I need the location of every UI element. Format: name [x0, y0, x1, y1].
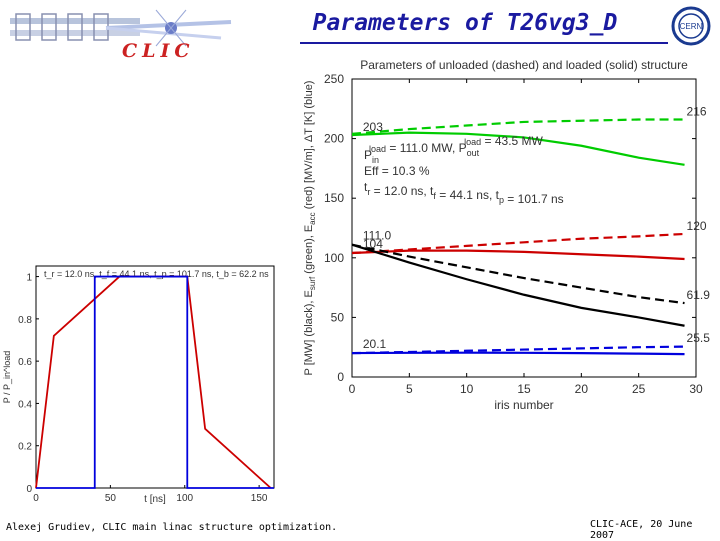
series-line: [351, 249, 685, 261]
info-line: Pinload = 111.0 MW, Poutload = 43.5 MW: [364, 134, 544, 165]
inset-x-tick-label: 0: [33, 493, 39, 504]
ylabel-mid: (green), E: [303, 225, 315, 277]
ylabel-eacc-sub: acc: [308, 212, 317, 224]
footer-author: Alexej Grudiev, CLIC main linac structur…: [6, 522, 338, 533]
series-line: [351, 118, 685, 135]
clic-logo: [6, 8, 236, 68]
info-line: tr = 12.0 ns, tf = 44.1 ns, tp = 101.7 n…: [364, 180, 564, 206]
main-plot-area: [351, 78, 697, 378]
inset-y-tick-label: 0.2: [18, 442, 32, 453]
inset-y-tick-label: 0: [26, 484, 32, 495]
data-annotation: 61.9: [687, 288, 710, 302]
y-tick-label: 250: [324, 72, 344, 86]
inset-x-tick-label: 150: [251, 493, 268, 504]
x-tick-label: 5: [406, 382, 413, 396]
main-x-axis-label: iris number: [494, 398, 553, 412]
data-annotation: 203: [363, 120, 383, 134]
series-line: [351, 351, 685, 356]
inset-y-tick-label: 1: [26, 273, 32, 284]
inset-y-tick-label: 0.6: [18, 357, 32, 368]
main-chart-title: Parameters of unloaded (dashed) and load…: [360, 58, 688, 72]
ylabel-p: P [MW] (black), E: [303, 290, 315, 375]
inset-y-axis-label: P / P_in^load: [2, 351, 12, 404]
title-underline: [300, 42, 710, 44]
info-line: Eff = 10.3 %: [364, 164, 430, 178]
main-chart: Parameters of unloaded (dashed) and load…: [303, 58, 710, 412]
inset-chart-title: t_r = 12.0 ns, t_f = 44.1 ns, t_p = 101.…: [44, 269, 269, 279]
inset-y-tick-label: 0.4: [18, 399, 32, 410]
y-tick-label: 150: [324, 191, 344, 205]
y-tick-label: 100: [324, 251, 344, 265]
inset-x-axis-label: t [ns]: [144, 494, 166, 505]
y-tick-label: 0: [337, 370, 344, 384]
data-annotation: 111.0: [363, 228, 392, 242]
data-annotation: 20.1: [363, 337, 387, 351]
x-tick-label: 10: [460, 382, 474, 396]
series-line: [351, 243, 685, 305]
ylabel-esurf-sub: surf: [308, 276, 317, 290]
x-tick-label: 20: [575, 382, 589, 396]
data-annotation: 104: [363, 237, 383, 251]
clic-logo-text: CLIC: [122, 40, 195, 62]
x-tick-label: 15: [517, 382, 531, 396]
x-tick-label: 0: [349, 382, 356, 396]
accelerator-graphic: [10, 9, 232, 47]
series-line: [351, 131, 685, 166]
main-y-axis-label: P [MW] (black), Esurf (green), Eacc (red…: [303, 81, 317, 376]
inset-y-tick-label: 0.8: [18, 315, 32, 326]
footer-date: CLIC-ACE, 20 June 2007: [590, 519, 693, 541]
series-line: [351, 243, 685, 327]
inset-x-tick-label: 50: [105, 493, 117, 504]
cern-logo-text: CERN: [680, 22, 703, 31]
inset-plot-area: [35, 265, 275, 489]
cern-logo: CERN: [668, 4, 714, 48]
inset-chart: t_r = 12.0 ns, t_f = 44.1 ns, t_p = 101.…: [2, 265, 275, 505]
data-annotation: 25.5: [687, 331, 710, 345]
data-annotation: 120: [687, 219, 707, 233]
y-tick-label: 200: [324, 132, 344, 146]
x-tick-label: 25: [632, 382, 646, 396]
inset-series-line: [36, 275, 274, 489]
slide-title: Parameters of T26vg3_D: [312, 10, 618, 36]
y-tick-label: 50: [331, 310, 345, 324]
ylabel-end: (red) [MV/m], ΔT [K] (blue): [303, 81, 315, 213]
data-annotation: 216: [687, 105, 707, 119]
series-line: [351, 232, 685, 255]
inset-x-tick-label: 100: [176, 493, 193, 504]
x-tick-label: 30: [689, 382, 703, 396]
